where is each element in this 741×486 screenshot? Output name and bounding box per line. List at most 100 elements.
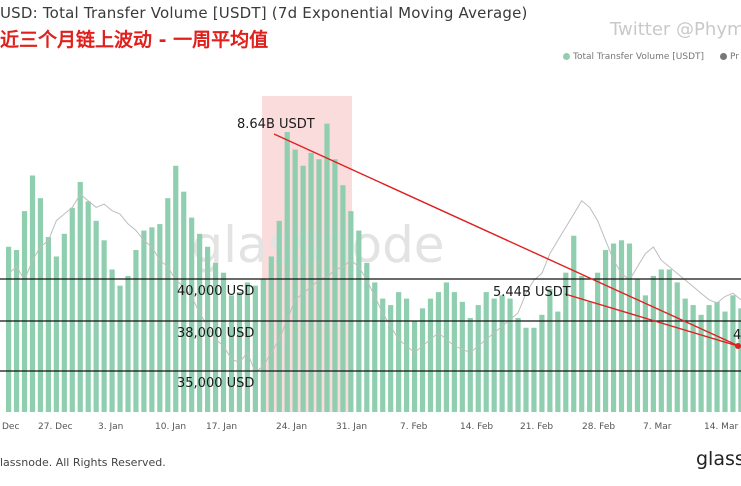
volume-bar [284, 132, 290, 412]
chart-subtitle: 近三个月链上波动 - 一周平均值 [0, 29, 269, 51]
volume-bar [69, 207, 75, 412]
volume-bar [268, 256, 274, 412]
volume-bar [244, 282, 250, 412]
volume-bar [658, 269, 664, 412]
volume-bar [722, 311, 728, 412]
volume-bar [531, 327, 537, 412]
volume-bar [133, 250, 139, 412]
volume-bar [388, 305, 394, 412]
volume-bar [642, 295, 648, 412]
volume-bar [149, 227, 155, 412]
volume-bar [579, 275, 585, 412]
volume-bar [125, 275, 131, 412]
x-tick-label: 24. Jan [276, 422, 307, 432]
volume-bar [547, 288, 553, 412]
volume-bar [276, 220, 282, 412]
volume-bar [165, 198, 171, 412]
volume-bar [404, 298, 410, 412]
x-tick-label: 3. Jan [98, 422, 123, 432]
volume-bar [523, 327, 529, 412]
chart-title: USD: Total Transfer Volume [USDT] (7d Ex… [0, 4, 528, 22]
volume-bar [539, 314, 545, 412]
volume-bar [189, 217, 195, 412]
volume-bar [690, 305, 696, 412]
volume-bar [714, 301, 720, 412]
volume-bar [197, 233, 203, 412]
volume-bar [411, 321, 418, 412]
x-tick-label: 31. Jan [336, 422, 367, 432]
volume-bar [451, 292, 457, 412]
volume-bar [53, 256, 59, 412]
volume-bar [324, 123, 330, 412]
legend-volume-swatch [563, 53, 570, 60]
volume-bar [499, 295, 505, 412]
volume-bar [563, 272, 569, 412]
legend-price-label: Pr [730, 52, 739, 62]
x-tick-label: 14. Mar [704, 422, 738, 432]
volume-bar [475, 305, 481, 412]
trend-endpoint [735, 343, 741, 349]
x-tick-label: 28. Feb [582, 422, 615, 432]
volume-bar [467, 318, 473, 412]
volume-bar [37, 198, 44, 412]
twitter-watermark: Twitter @Phym [610, 19, 741, 40]
volume-bar [698, 314, 704, 412]
x-tick-label: 21. Feb [520, 422, 553, 432]
volume-bar [77, 181, 83, 412]
x-tick-label: 7. Mar [643, 422, 672, 432]
volume-bar [380, 298, 386, 412]
volume-bar [6, 246, 12, 412]
volume-bar [13, 250, 20, 412]
volume-bar [61, 233, 67, 412]
volume-bar [316, 159, 322, 412]
volume-bar [419, 308, 426, 412]
volume-bar [682, 298, 688, 412]
x-tick-label: 10. Jan [155, 422, 186, 432]
volume-bar [706, 305, 712, 412]
volume-bar [364, 262, 370, 412]
volume-bar [173, 165, 179, 412]
x-tick-label: 7. Feb [400, 422, 428, 432]
volume-bar [340, 185, 346, 412]
volume-bar [396, 292, 402, 412]
value-annotation: 5.44B USDT [493, 285, 571, 300]
volume-bar [21, 211, 28, 412]
volume-bar [300, 165, 306, 412]
volume-bar [93, 220, 99, 412]
volume-bar [634, 279, 641, 412]
volume-bar [587, 301, 593, 412]
price-line [8, 193, 741, 374]
volume-bar [618, 240, 625, 412]
price-level-label: 35,000 USD [177, 376, 254, 391]
volume-bar [427, 298, 434, 412]
x-tick-label: Dec [2, 422, 19, 432]
brand-logo: glass [696, 448, 741, 470]
x-tick-label: 17. Jan [206, 422, 237, 432]
value-annotation: 8.64B USDT [237, 117, 315, 132]
volume-bar [555, 311, 561, 412]
volume-bar [348, 211, 354, 412]
volume-bar [435, 292, 442, 412]
volume-bar [483, 292, 489, 412]
value-annotation: 4 [733, 328, 741, 343]
volume-bar [228, 295, 235, 412]
volume-bar [603, 250, 609, 412]
volume-bar [236, 292, 243, 412]
legend-item-price[interactable]: Pr [720, 52, 739, 62]
legend-price-swatch [720, 53, 728, 60]
volume-bar [730, 295, 736, 412]
chart-legend: Total Transfer Volume [USDT] Pr [563, 52, 739, 62]
volume-bar [443, 282, 449, 412]
legend-item-volume[interactable]: Total Transfer Volume [USDT] [563, 52, 704, 62]
volume-bar [595, 272, 601, 412]
volume-bar [626, 243, 633, 412]
x-tick-label: 27. Dec [38, 422, 73, 432]
volume-bar [157, 224, 163, 412]
volume-bar [674, 282, 680, 412]
volume-bar [459, 301, 465, 412]
volume-bar [212, 262, 219, 412]
volume-bar [45, 237, 51, 412]
volume-bar [85, 201, 91, 412]
volume-bar [515, 318, 521, 412]
